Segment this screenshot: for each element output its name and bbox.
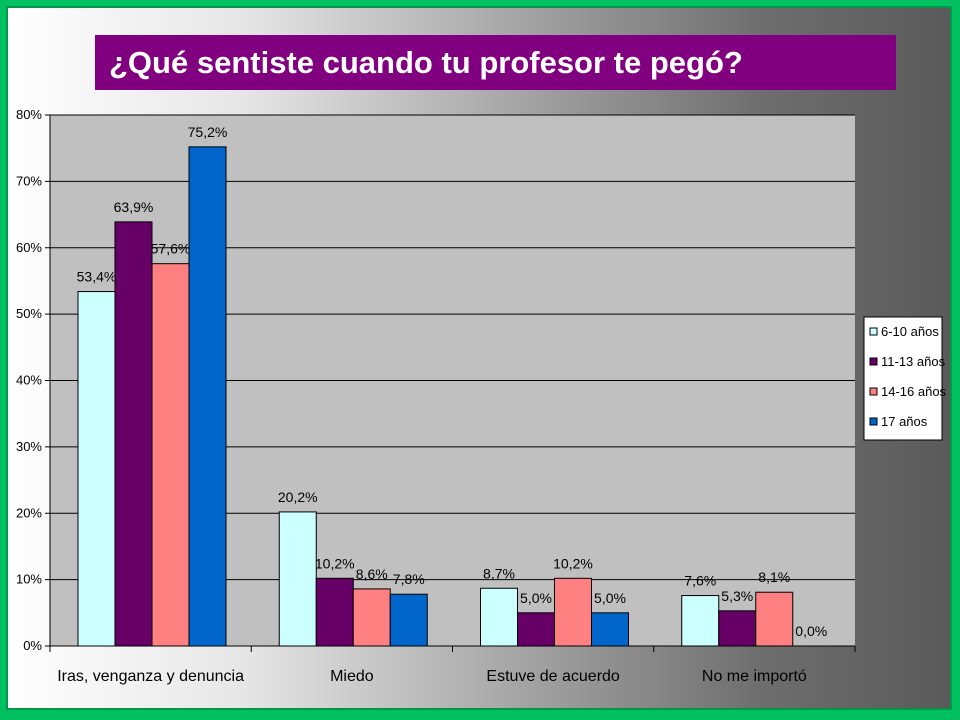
bar [77,291,116,647]
bar [755,591,794,647]
y-tick-label: 10% [16,572,42,587]
category-label: No me importó [702,668,807,685]
bar [718,610,757,647]
data-label: 7,6% [684,573,716,589]
bar [188,146,227,647]
data-label: 5,0% [520,590,552,606]
data-label: 63,9% [114,199,154,215]
bar [315,577,354,647]
category-label: Miedo [330,668,374,685]
bar [114,221,153,647]
legend-swatch [869,327,878,336]
y-tick-label: 80% [16,107,42,122]
bar [352,588,391,647]
data-label: 5,0% [594,590,626,606]
y-tick-label: 70% [16,173,42,188]
category-label: Estuve de acuerdo [486,668,620,685]
data-label: 0,0% [795,623,827,639]
legend-swatch [869,387,878,396]
bar [554,577,592,647]
data-label: 5,3% [721,588,753,604]
legend-label: 6-10 años [881,324,939,339]
data-label: 8,7% [483,565,515,581]
category-label: Iras, venganza y denuncia [57,668,244,685]
y-tick-label: 40% [16,373,42,388]
data-label: 8,1% [758,569,790,585]
legend-swatch [869,357,878,366]
data-label: 10,2% [553,555,593,571]
y-tick-label: 60% [16,240,42,255]
data-label: 7,8% [393,571,425,587]
legend-label: 14-16 años [881,384,947,399]
y-tick-label: 0% [23,638,42,653]
y-tick-label: 30% [16,439,42,454]
chart-title: ¿Qué sentiste cuando tu profesor te pegó… [95,35,896,90]
data-label: 10,2% [315,555,355,571]
data-label: 53,4% [77,269,117,285]
bar [591,612,629,647]
data-label: 57,6% [151,241,191,257]
bar [480,587,518,647]
y-tick-label: 20% [16,505,42,520]
bar [389,593,428,647]
data-label: 8,6% [356,566,388,582]
bar [151,263,190,647]
bar [517,612,555,647]
bar [681,595,720,647]
legend-swatch [869,417,878,426]
y-tick-label: 50% [16,306,42,321]
data-label: 20,2% [278,489,318,505]
bar [278,511,317,647]
legend-label: 11-13 años [881,354,946,369]
legend-label: 17 años [881,414,928,429]
data-label: 75,2% [188,124,228,140]
